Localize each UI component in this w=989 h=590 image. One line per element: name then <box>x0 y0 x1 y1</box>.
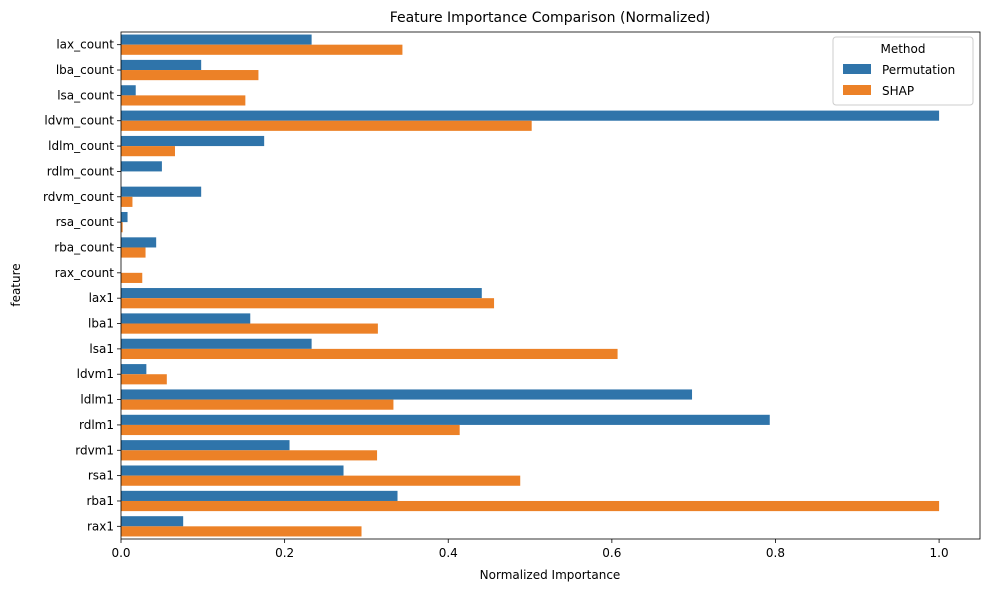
bar-permutation-rba1 <box>121 490 398 501</box>
y-tick-label: ldlm1 <box>80 393 114 407</box>
y-tick-label: rba1 <box>86 494 114 508</box>
bar-permutation-lax-count <box>121 34 312 45</box>
bar-permutation-rsa-count <box>121 211 128 223</box>
y-tick-label: rdvm_count <box>43 190 114 204</box>
bar-shap-rsa-count <box>121 222 123 233</box>
bar-permutation-lax1 <box>121 288 482 299</box>
x-tick-label: 1.0 <box>930 546 949 560</box>
y-tick-label: lsa1 <box>89 342 114 356</box>
bar-shap-rba-count <box>121 247 146 258</box>
bars-layer <box>121 34 940 537</box>
y-tick-label: rba_count <box>54 240 114 254</box>
bar-shap-rdvm-count <box>121 196 133 207</box>
y-tick-label: rdlm1 <box>79 418 114 432</box>
bar-shap-ldvm-count <box>121 120 532 131</box>
y-tick-label: rsa1 <box>88 469 114 483</box>
y-tick-label: ldlm_count <box>48 139 114 153</box>
bar-permutation-lsa1 <box>121 338 312 349</box>
bar-shap-lba1 <box>121 323 378 334</box>
y-tick-label: lba_count <box>56 63 114 77</box>
bar-shap-ldlm-count <box>121 146 175 157</box>
bar-permutation-rba-count <box>121 237 157 248</box>
x-tick-label: 0.4 <box>439 546 458 560</box>
y-tick-label: lax_count <box>56 38 114 52</box>
legend-swatch-shap <box>843 85 871 95</box>
y-tick-label: rdvm1 <box>75 443 114 457</box>
y-tick-label: lba1 <box>88 317 114 331</box>
bar-shap-lax1 <box>121 298 495 309</box>
y-tick-label: rax1 <box>87 519 114 533</box>
bar-shap-lsa1 <box>121 348 618 360</box>
bar-permutation-rdlm1 <box>121 414 770 425</box>
bar-permutation-ldlm-count <box>121 135 265 147</box>
y-tick-label: ldvm_count <box>44 114 114 128</box>
plot-frame <box>120 31 981 540</box>
bar-permutation-rsa1 <box>121 465 344 476</box>
bar-shap-rsa1 <box>121 475 521 486</box>
x-tick-label: 0.0 <box>111 546 130 560</box>
legend-title: Method <box>880 42 925 56</box>
axes-layer: 0.0 0.2 0.4 0.6 0.8 1.0 lax_count lba_count lsa_… <box>43 31 981 560</box>
x-tick-label: 0.6 <box>602 546 621 560</box>
legend: Method Permutation SHAP <box>832 36 974 106</box>
bar-permutation-ldvm1 <box>121 364 147 375</box>
bar-permutation-lba1 <box>121 313 251 324</box>
y-tick-label: rax_count <box>55 266 115 280</box>
chart-title: Feature Importance Comparison (Normalize… <box>390 10 711 26</box>
bar-shap-ldlm1 <box>121 399 394 410</box>
y-axis-title: feature <box>9 263 23 306</box>
y-tick-label: rsa_count <box>56 215 115 229</box>
y-tick-label: lsa_count <box>57 88 114 102</box>
x-axis-title: Normalized Importance <box>480 568 621 582</box>
bar-permutation-rdvm-count <box>121 186 202 197</box>
bar-shap-lsa-count <box>121 95 246 106</box>
legend-swatch-permutation <box>843 64 871 74</box>
bar-permutation-rdvm1 <box>121 440 290 451</box>
bar-permutation-lba-count <box>121 59 202 71</box>
y-tick-label: rdlm_count <box>47 164 115 178</box>
bar-permutation-rax1 <box>121 516 184 527</box>
bar-shap-rdlm1 <box>121 424 460 436</box>
bar-permutation-ldvm-count <box>121 110 940 121</box>
bar-shap-lba-count <box>121 70 259 81</box>
bar-permutation-lsa-count <box>121 85 136 96</box>
legend-label-shap: SHAP <box>882 84 914 98</box>
bar-permutation-ldlm1 <box>121 389 693 400</box>
bar-shap-rax1 <box>121 526 362 537</box>
legend-label-permutation: Permutation <box>882 63 955 77</box>
bar-shap-lax-count <box>121 44 403 55</box>
x-tick-label: 0.2 <box>275 546 294 560</box>
y-tick-label: lax1 <box>89 291 114 305</box>
y-tick-label: ldvm1 <box>77 367 114 381</box>
x-tick-label: 0.8 <box>766 546 785 560</box>
bar-shap-rdvm1 <box>121 450 378 461</box>
bar-shap-ldvm1 <box>121 374 167 385</box>
bar-shap-rba1 <box>121 500 940 512</box>
bar-permutation-rdlm-count <box>121 161 162 172</box>
bar-shap-rax-count <box>121 272 143 283</box>
